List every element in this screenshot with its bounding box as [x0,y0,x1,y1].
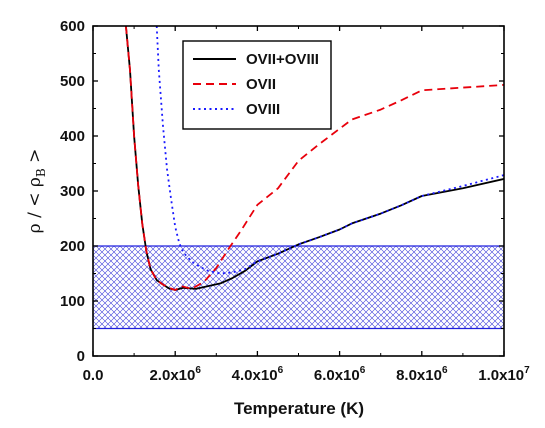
legend: OVII+OVIII OVII OVIII [182,40,332,130]
x-tick-label: 0.0 [83,367,104,384]
x-tick-label-exponent: 6 [360,365,366,376]
x-tick-label: 6.0x106 [314,365,366,384]
x-tick-label-exponent: 7 [524,365,530,376]
x-tick-label: 2.0x106 [149,365,201,384]
legend-label: OVII+OVIII [246,51,319,68]
y-tick-label: 0 [77,348,85,365]
x-tick-label: 4.0x106 [232,365,284,384]
x-tick-label-base: 0.0 [83,367,104,384]
x-tick-label: 1.0x107 [478,365,530,384]
x-tick-label-base: 6.0x10 [314,367,360,384]
x-tick-label-exponent: 6 [195,365,201,376]
y-tick-label: 400 [60,128,85,145]
x-axis-title: Temperature (K) [234,399,364,418]
y-tick-label: 500 [60,73,85,90]
legend-label: OVIII [246,101,280,118]
y-tick-label: 300 [60,183,85,200]
y-tick-label: 200 [60,238,85,255]
y-tick-label: 600 [60,18,85,35]
x-tick-label: 8.0x106 [396,365,448,384]
y-axis-title: ρ / < ρB > [25,149,48,234]
legend-label: OVII [246,76,276,93]
x-tick-label-base: 2.0x10 [149,367,195,384]
y-tick-label: 100 [60,293,85,310]
y-axis-title-end: > [25,149,45,169]
hatched-band [93,245,504,330]
x-tick-label-exponent: 6 [278,365,284,376]
y-axis-title-subscript: B [34,168,48,177]
x-tick-label-base: 4.0x10 [232,367,278,384]
y-axis-title-main: ρ / < ρ [25,177,45,233]
x-tick-label-exponent: 6 [442,365,448,376]
x-tick-label-base: 8.0x10 [396,367,442,384]
x-tick-label-base: 1.0x10 [478,367,524,384]
series-line-ovii [125,26,504,291]
band-fill [93,246,504,329]
